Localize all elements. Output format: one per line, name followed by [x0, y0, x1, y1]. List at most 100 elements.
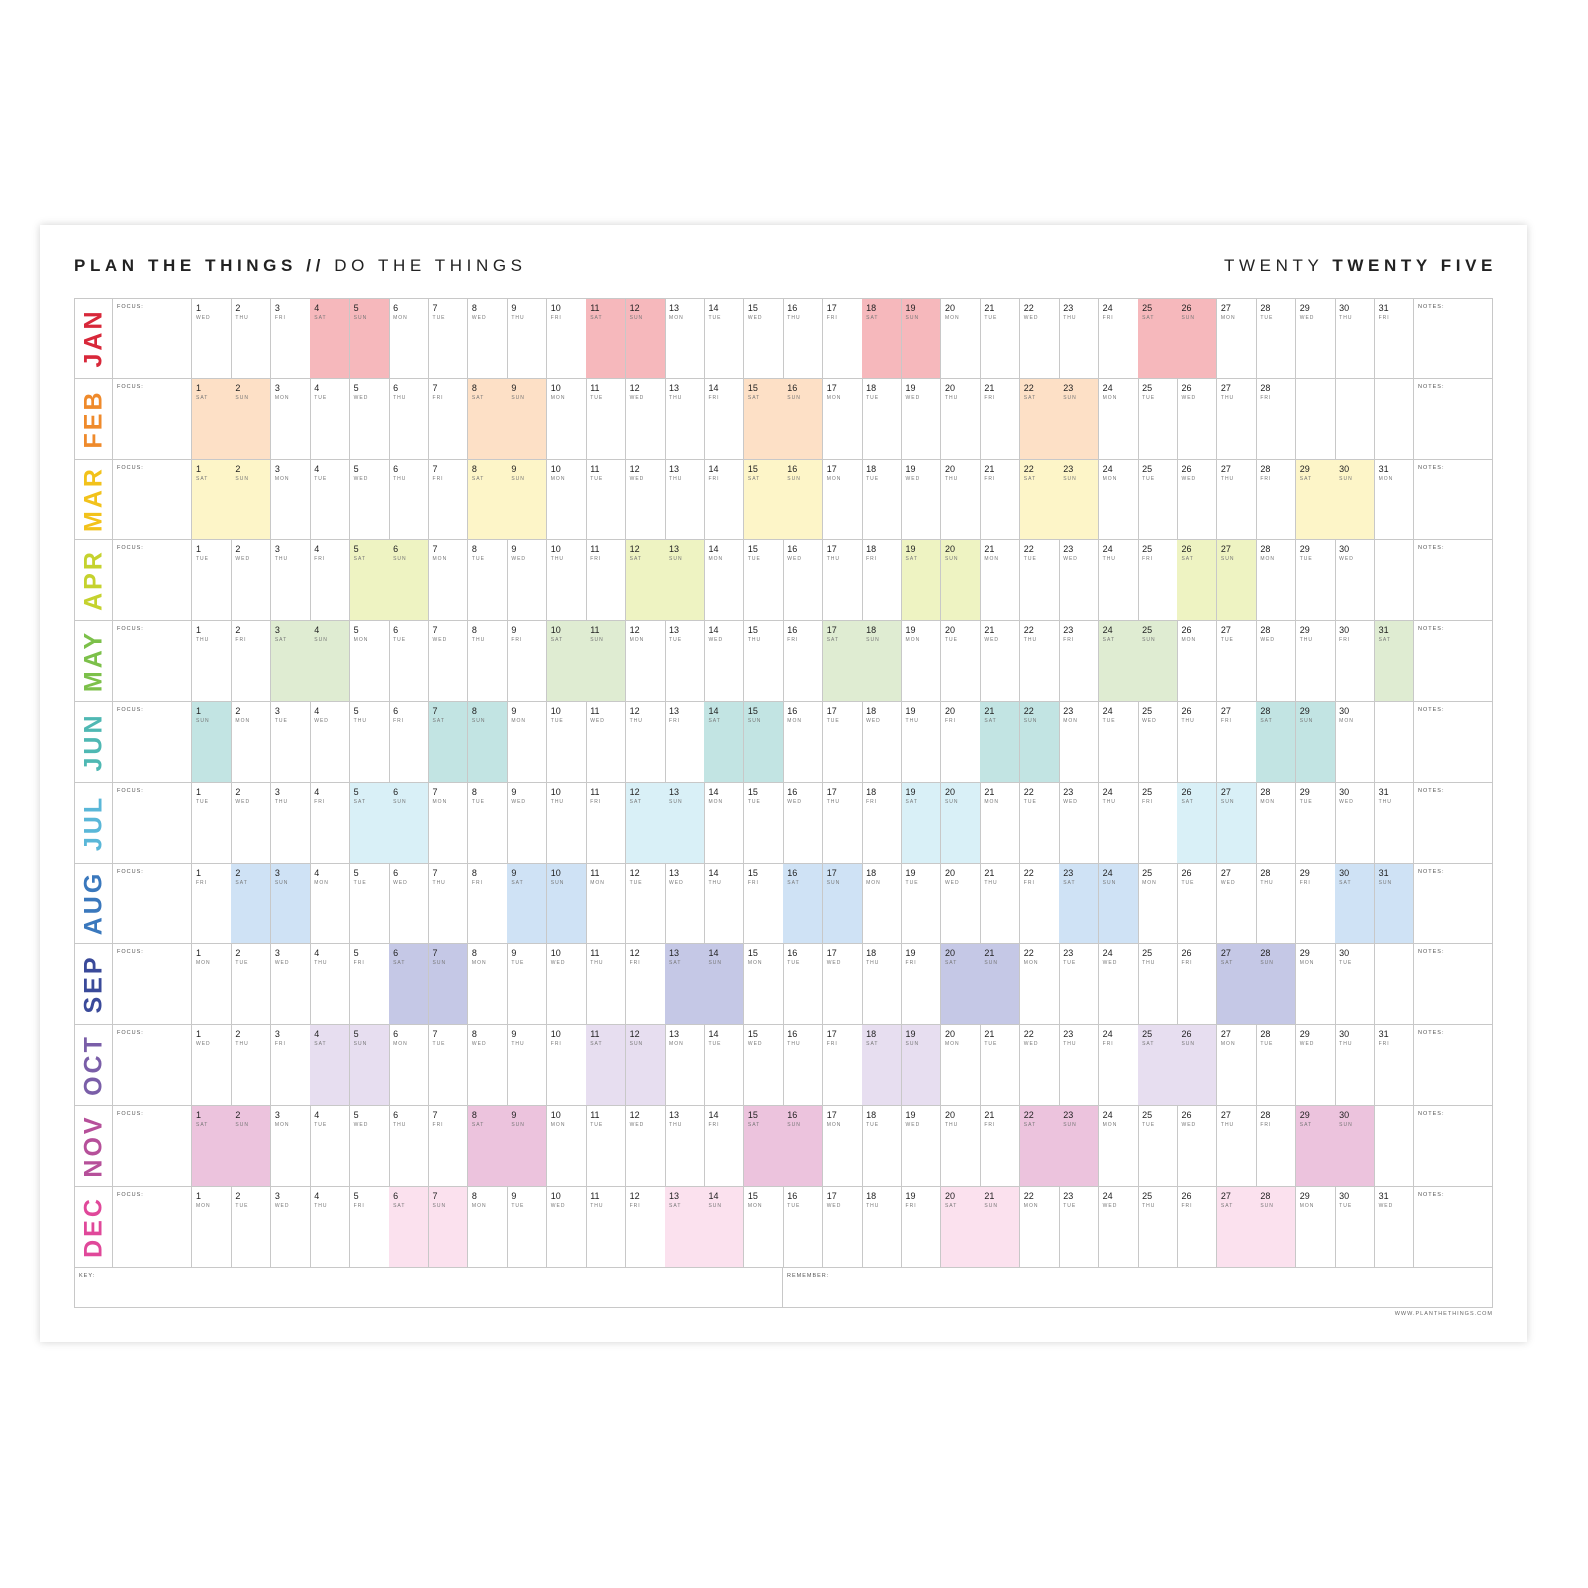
- day-cell[interactable]: 25 TUE: [1138, 1106, 1178, 1187]
- day-cell[interactable]: 11 THU: [586, 944, 627, 1026]
- day-cell[interactable]: 20 SAT: [940, 1186, 981, 1268]
- day-cell[interactable]: 27 THU: [1216, 1106, 1257, 1187]
- day-cell[interactable]: 11 MON: [586, 863, 627, 945]
- day-cell[interactable]: 12 TUE: [625, 863, 666, 945]
- day-cell[interactable]: 8 SUN: [467, 702, 508, 783]
- day-cell[interactable]: 28 SUN: [1256, 944, 1297, 1026]
- day-cell[interactable]: 23 TUE: [1059, 944, 1100, 1026]
- day-cell[interactable]: 20 SAT: [940, 944, 981, 1026]
- day-cell[interactable]: 4 WED: [310, 702, 351, 783]
- day-cell[interactable]: 22 TUE: [1019, 782, 1060, 864]
- day-cell[interactable]: 6 MON: [389, 1025, 429, 1106]
- day-cell[interactable]: 8 WED: [467, 1025, 508, 1106]
- day-cell[interactable]: 27 MON: [1216, 298, 1257, 379]
- focus-cell[interactable]: FOCUS:: [113, 863, 192, 945]
- day-cell[interactable]: 9 THU: [507, 298, 548, 379]
- day-cell[interactable]: 4 TUE: [310, 378, 351, 460]
- day-cell[interactable]: 28 MON: [1256, 540, 1297, 622]
- day-cell[interactable]: 20 THU: [940, 459, 981, 541]
- day-cell[interactable]: 15 MON: [743, 1186, 784, 1268]
- day-cell[interactable]: 18 WED: [862, 702, 903, 783]
- day-cell[interactable]: 14 SAT: [704, 702, 745, 783]
- day-cell[interactable]: 9 TUE: [507, 1186, 548, 1268]
- day-cell[interactable]: 28 SUN: [1256, 1186, 1297, 1268]
- day-cell[interactable]: 10 SAT: [546, 621, 587, 702]
- day-cell[interactable]: 9 SAT: [507, 863, 548, 945]
- day-cell[interactable]: 23 WED: [1059, 782, 1100, 864]
- day-cell[interactable]: 9 SUN: [507, 459, 548, 541]
- day-cell[interactable]: 25 TUE: [1138, 459, 1178, 541]
- notes-cell[interactable]: NOTES:: [1414, 298, 1493, 379]
- day-cell[interactable]: 14 FRI: [704, 459, 745, 541]
- day-cell[interactable]: 4 TUE: [310, 1106, 351, 1187]
- day-cell[interactable]: 6 THU: [389, 1106, 429, 1187]
- day-cell[interactable]: 11 SAT: [586, 1025, 627, 1106]
- day-cell[interactable]: 5 WED: [349, 378, 390, 460]
- day-cell[interactable]: 11 THU: [586, 1186, 627, 1268]
- day-cell[interactable]: 19 WED: [901, 378, 942, 460]
- focus-cell[interactable]: FOCUS:: [113, 782, 192, 864]
- day-cell[interactable]: 19 WED: [901, 1106, 942, 1187]
- day-cell[interactable]: 21 TUE: [980, 298, 1021, 379]
- day-cell[interactable]: 26 SAT: [1177, 782, 1218, 864]
- day-cell[interactable]: 17 FRI: [822, 298, 863, 379]
- day-cell[interactable]: 14 MON: [704, 540, 745, 622]
- day-cell[interactable]: 21 WED: [980, 621, 1021, 702]
- day-cell[interactable]: 9 SUN: [507, 1106, 548, 1187]
- day-cell[interactable]: 30 SUN: [1335, 1106, 1376, 1187]
- day-cell[interactable]: 26 SUN: [1177, 1025, 1218, 1106]
- day-cell[interactable]: 12 WED: [625, 1106, 666, 1187]
- day-cell[interactable]: 22 SAT: [1019, 378, 1060, 460]
- day-cell[interactable]: 27 SUN: [1216, 540, 1257, 622]
- day-cell[interactable]: 24 MON: [1098, 459, 1139, 541]
- day-cell[interactable]: 12 FRI: [625, 944, 666, 1026]
- day-cell[interactable]: 10 MON: [546, 378, 587, 460]
- day-cell[interactable]: 3 MON: [270, 378, 311, 460]
- focus-cell[interactable]: FOCUS:: [113, 378, 192, 460]
- day-cell[interactable]: 3 FRI: [270, 1025, 311, 1106]
- day-cell[interactable]: 3 WED: [270, 944, 311, 1026]
- day-cell[interactable]: 22 FRI: [1019, 863, 1060, 945]
- day-cell[interactable]: 16 SUN: [783, 1106, 824, 1187]
- day-cell[interactable]: 2 MON: [231, 702, 272, 783]
- day-cell[interactable]: 28 FRI: [1256, 459, 1297, 541]
- day-cell[interactable]: 30 FRI: [1335, 621, 1376, 702]
- day-cell[interactable]: 1 WED: [192, 298, 232, 379]
- day-cell[interactable]: 24 WED: [1098, 1186, 1139, 1268]
- day-cell[interactable]: 9 WED: [507, 540, 548, 622]
- day-cell[interactable]: 22 THU: [1019, 621, 1060, 702]
- day-cell[interactable]: 1 WED: [192, 1025, 232, 1106]
- day-cell[interactable]: 22 TUE: [1019, 540, 1060, 622]
- focus-cell[interactable]: FOCUS:: [113, 944, 192, 1026]
- day-cell[interactable]: 13 WED: [665, 863, 705, 945]
- day-cell[interactable]: 26 WED: [1177, 459, 1218, 541]
- day-cell[interactable]: 16 WED: [783, 540, 824, 622]
- day-cell[interactable]: 29 MON: [1295, 944, 1336, 1026]
- day-cell[interactable]: 11 FRI: [586, 540, 627, 622]
- day-cell[interactable]: 12 SUN: [625, 298, 666, 379]
- day-cell[interactable]: 23 THU: [1059, 298, 1100, 379]
- day-cell[interactable]: 18 THU: [862, 944, 903, 1026]
- day-cell[interactable]: 14 TUE: [704, 298, 745, 379]
- day-cell[interactable]: 24 THU: [1098, 782, 1139, 864]
- day-cell[interactable]: 5 SUN: [349, 1025, 390, 1106]
- day-cell[interactable]: 7 TUE: [428, 298, 469, 379]
- day-cell[interactable]: 1 MON: [192, 1186, 232, 1268]
- day-cell[interactable]: 22 SAT: [1019, 459, 1060, 541]
- day-cell[interactable]: 26 SAT: [1177, 540, 1218, 622]
- day-cell[interactable]: 2 TUE: [231, 944, 272, 1026]
- day-cell[interactable]: 9 WED: [507, 782, 548, 864]
- day-cell[interactable]: 15 SUN: [743, 702, 784, 783]
- notes-cell[interactable]: NOTES:: [1414, 540, 1493, 622]
- day-cell[interactable]: 12 SUN: [625, 1025, 666, 1106]
- day-cell[interactable]: 7 TUE: [428, 1025, 469, 1106]
- day-cell[interactable]: 14 THU: [704, 863, 745, 945]
- day-cell[interactable]: 25 SAT: [1138, 1025, 1178, 1106]
- day-cell[interactable]: 4 SUN: [310, 621, 351, 702]
- day-cell[interactable]: 27 SAT: [1216, 944, 1257, 1026]
- day-cell[interactable]: 19 TUE: [901, 863, 942, 945]
- day-cell[interactable]: 29 WED: [1295, 1025, 1336, 1106]
- day-cell[interactable]: 18 FRI: [862, 540, 903, 622]
- day-cell[interactable]: 7 WED: [428, 621, 469, 702]
- day-cell[interactable]: 12 SAT: [625, 540, 666, 622]
